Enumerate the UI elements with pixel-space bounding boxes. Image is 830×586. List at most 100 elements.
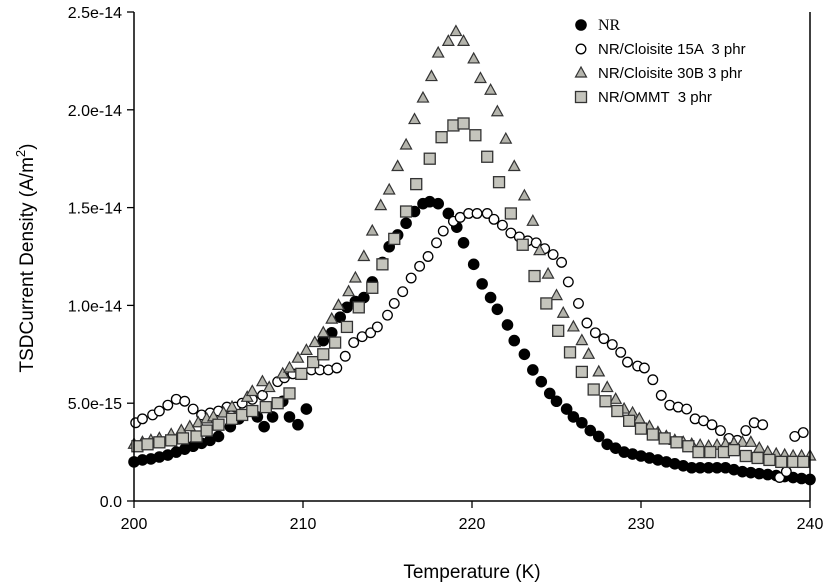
data-point [400, 217, 412, 230]
data-point [543, 387, 556, 400]
data-point [560, 403, 573, 415]
data-point [775, 455, 788, 469]
data-point [334, 311, 346, 323]
data-point [774, 472, 786, 483]
data-point [422, 251, 434, 262]
data-point [692, 445, 705, 459]
data-point [258, 420, 270, 433]
data-point [547, 249, 559, 260]
data-point [647, 374, 659, 386]
data-point [587, 383, 600, 396]
data-point [735, 435, 749, 447]
data-point [136, 454, 149, 466]
data-point [566, 319, 580, 332]
data-point [447, 119, 460, 132]
data-point [646, 428, 659, 441]
data-point [606, 339, 618, 350]
legend-item: NR/Cloisite 15A 3 phr [575, 41, 746, 58]
ticks: 200 210 220 230 240 0.0 5.0e-15 1.0e-14 1.5e-14 2… [68, 5, 824, 533]
data-point [471, 208, 483, 219]
data-point [441, 34, 455, 46]
data-point [397, 286, 409, 298]
y-tick-label: 2.0e-14 [68, 103, 122, 120]
data-point [550, 395, 563, 408]
legend-item: NR [575, 17, 621, 34]
data-point [408, 112, 422, 125]
data-point [191, 415, 205, 428]
data-point [317, 348, 330, 361]
data-point [786, 455, 800, 469]
data-point [236, 408, 249, 422]
data-point [739, 449, 752, 463]
data-point [501, 319, 514, 331]
x-tick-label: 240 [797, 516, 824, 533]
data-point [517, 188, 531, 201]
data-point [598, 333, 610, 345]
data-point [391, 159, 405, 172]
data-point [526, 214, 540, 226]
data-point [352, 301, 365, 314]
data-point [276, 366, 290, 379]
legend-item: NR/OMMT 3 phr [574, 89, 712, 106]
data-point [283, 411, 296, 423]
data-point [299, 343, 313, 355]
data-point [576, 416, 588, 429]
data-point [262, 380, 276, 393]
legend-marker [574, 90, 588, 104]
legend-marker [575, 43, 587, 55]
y-tick-label: 0.0 [100, 494, 122, 511]
data-point [717, 445, 730, 459]
data-point [308, 335, 322, 348]
series-3 [127, 24, 817, 461]
data-point [711, 461, 723, 474]
data-point [292, 418, 304, 431]
data-point [388, 297, 400, 309]
data-point [582, 347, 596, 359]
data-point [490, 104, 504, 117]
data-point [449, 24, 463, 37]
data-point [176, 432, 190, 445]
data-point [540, 297, 553, 310]
data-point [484, 82, 498, 95]
y-tick-label: 2.5e-14 [68, 5, 122, 22]
data-point [736, 465, 749, 478]
data-point [599, 395, 612, 408]
data-point [432, 197, 445, 210]
data-point [795, 472, 808, 485]
data-point [488, 213, 500, 225]
data-point [225, 399, 239, 412]
legend-item: NR/Cloisite 30B 3 phr [574, 65, 742, 82]
data-point [623, 414, 636, 427]
series-4 [131, 117, 810, 469]
data-point [225, 412, 239, 425]
data-point [200, 424, 213, 437]
data-point [481, 150, 494, 163]
data-point [476, 278, 488, 290]
data-point [183, 419, 197, 432]
data-point [317, 334, 330, 347]
data-point [611, 404, 624, 418]
data-point [365, 223, 379, 236]
data-point [416, 90, 430, 103]
legend-marker [575, 19, 587, 31]
data-point [382, 182, 396, 195]
data-point [325, 311, 339, 324]
data-point [410, 177, 423, 191]
data-point [153, 405, 165, 417]
data-point [431, 45, 445, 58]
data-point [581, 317, 593, 329]
data-point [266, 411, 279, 423]
data-point [357, 249, 371, 262]
data-point [549, 288, 564, 301]
data-point [638, 362, 650, 374]
data-point [306, 355, 320, 369]
data-point [255, 374, 269, 387]
data-point [706, 419, 718, 431]
data-point [658, 432, 671, 445]
data-point [271, 397, 284, 410]
data-point [424, 69, 438, 82]
legend-marker [574, 65, 588, 78]
data-point [527, 364, 539, 376]
data-point [467, 51, 481, 64]
legend-label: NR [598, 17, 621, 34]
